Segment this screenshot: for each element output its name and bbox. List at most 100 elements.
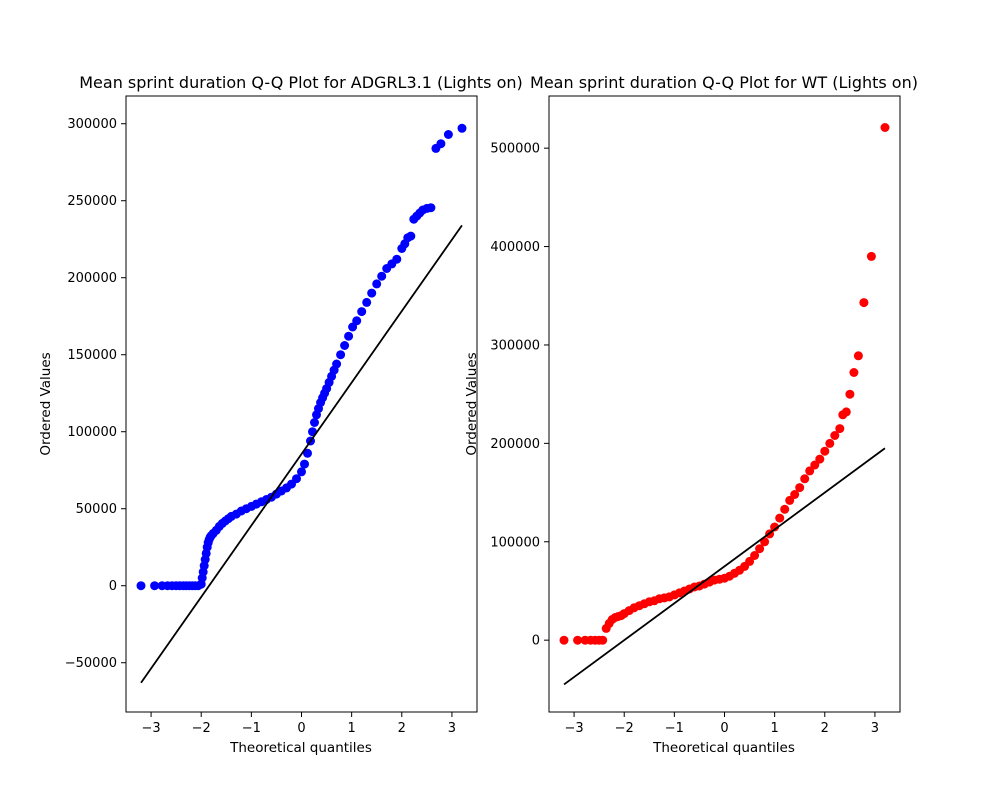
plot-title: Mean sprint duration Q-Q Plot for ADGRL3…: [79, 73, 523, 92]
x-tick-label: 0: [720, 721, 728, 736]
data-point: [310, 418, 319, 427]
data-point: [292, 474, 301, 484]
x-tick-label: 3: [871, 721, 879, 736]
data-point: [785, 495, 795, 505]
data-point: [810, 460, 820, 470]
data-points: [136, 123, 467, 591]
data-point: [297, 467, 306, 477]
x-axis-ticks: −3 −2 −1 0 1 2 3: [141, 712, 456, 736]
data-point: [859, 298, 869, 308]
y-axis-label: Ordered Values: [464, 352, 480, 455]
data-point: [340, 341, 350, 350]
data-point: [367, 288, 377, 298]
data-point: [805, 466, 815, 476]
reference-line: [563, 447, 886, 686]
data-point: [780, 504, 790, 514]
y-tick-label: −50000: [65, 656, 117, 671]
data-point: [800, 474, 810, 484]
data-point: [559, 635, 569, 645]
data-point: [300, 459, 309, 469]
y-tick-label: 300000: [490, 338, 540, 353]
data-point: [795, 483, 805, 493]
data-point: [845, 389, 855, 399]
data-point: [790, 490, 800, 499]
y-tick-label: 200000: [67, 271, 117, 286]
x-tick-label: 1: [348, 721, 356, 736]
data-point: [820, 446, 830, 456]
y-tick-label: 300000: [67, 117, 117, 132]
x-tick-label: −2: [615, 721, 634, 736]
y-axis-label: Ordered Values: [38, 352, 54, 455]
data-point: [849, 368, 859, 377]
data-point: [392, 254, 402, 264]
data-point: [377, 271, 387, 281]
y-tick-label: 50000: [76, 502, 117, 517]
y-tick-label: 400000: [490, 240, 540, 255]
data-point: [830, 431, 840, 440]
data-point: [136, 581, 146, 591]
data-point: [775, 513, 785, 523]
x-tick-label: −3: [141, 721, 160, 736]
y-tick-label: 150000: [67, 348, 117, 363]
reference-line: [140, 224, 463, 684]
x-tick-label: −1: [665, 721, 684, 736]
y-tick-label: 0: [109, 579, 117, 594]
data-point: [770, 522, 780, 532]
data-point: [853, 351, 863, 361]
data-point: [150, 581, 160, 591]
x-tick-label: 2: [398, 721, 406, 736]
data-point: [815, 454, 825, 464]
y-tick-label: 500000: [490, 142, 540, 157]
data-point: [372, 279, 382, 289]
fit-line: [140, 224, 463, 684]
data-point: [344, 331, 354, 341]
data-point: [332, 359, 342, 369]
x-axis-ticks: −3 −2 −1 0 1 2 3: [564, 712, 879, 736]
data-point: [835, 424, 845, 434]
x-tick-label: −1: [242, 721, 261, 736]
data-point: [362, 297, 372, 307]
axes-frame: [548, 95, 901, 713]
data-point: [443, 130, 453, 139]
x-tick-label: 0: [297, 721, 305, 736]
data-point: [841, 407, 851, 417]
data-points: [559, 123, 890, 645]
y-tick-label: 0: [532, 634, 540, 649]
x-axis-label: Theoretical quantiles: [652, 740, 795, 756]
data-point: [825, 438, 835, 448]
qq-plot-adgrl3-1: Mean sprint duration Q-Q Plot for ADGRL3…: [38, 73, 523, 756]
x-tick-label: 2: [821, 721, 829, 736]
axes-frame: [125, 95, 478, 713]
data-point: [750, 551, 760, 560]
data-point: [573, 635, 583, 645]
y-tick-label: 100000: [67, 425, 117, 440]
data-point: [866, 251, 876, 261]
y-axis-ticks: −50000 0 50000 100000 150000 200000 250000 3000…: [65, 117, 126, 671]
data-point: [457, 123, 467, 133]
y-tick-label: 250000: [67, 194, 117, 209]
qq-plot-wt: Mean sprint duration Q-Q Plot for WT (Li…: [464, 73, 918, 756]
data-point: [880, 123, 890, 132]
y-axis-ticks: 0 100000 200000 300000 400000 500000: [490, 142, 549, 649]
data-point: [745, 556, 755, 566]
fit-line: [563, 447, 886, 686]
x-tick-label: −2: [192, 721, 211, 736]
data-point: [755, 544, 765, 554]
data-point: [598, 635, 608, 645]
x-axis-label: Theoretical quantiles: [229, 740, 372, 756]
data-point: [436, 139, 446, 149]
y-tick-label: 100000: [490, 535, 540, 550]
plot-title: Mean sprint duration Q-Q Plot for WT (Li…: [530, 73, 918, 92]
data-point: [357, 307, 367, 317]
y-tick-label: 200000: [490, 437, 540, 452]
data-point: [352, 316, 362, 326]
x-tick-label: 3: [448, 721, 456, 736]
data-point: [426, 203, 436, 213]
data-point: [336, 350, 346, 360]
data-point: [406, 231, 416, 241]
x-tick-label: −3: [564, 721, 583, 736]
x-tick-label: 1: [771, 721, 779, 736]
data-point: [303, 448, 312, 458]
